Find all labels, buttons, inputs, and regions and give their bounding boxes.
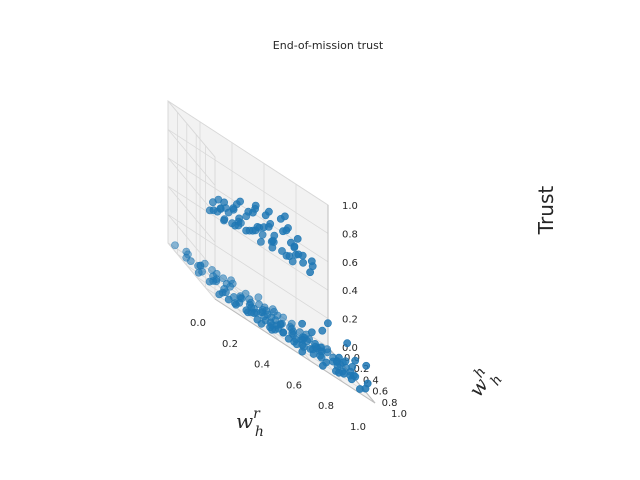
z-tick-label: 0.0	[342, 343, 358, 354]
z-tick-label: 0.8	[342, 229, 358, 240]
x-tick-label: 0.6	[286, 380, 302, 391]
scatter-point	[318, 326, 327, 335]
scatter-point	[348, 362, 357, 371]
x-axis-label-sub: h	[255, 424, 264, 440]
scatter-point	[220, 216, 228, 225]
scatter-point	[343, 339, 352, 348]
scatter-point	[253, 315, 262, 324]
scatter-point	[298, 340, 307, 349]
scatter-point	[286, 238, 295, 247]
scatter-point	[341, 357, 350, 366]
grid-line	[167, 185, 216, 243]
y-tick-label: 0.2	[353, 364, 369, 375]
z-tick-label: 0.6	[342, 258, 358, 269]
z-tick-label: 0.4	[342, 286, 358, 297]
scatter-point	[209, 206, 218, 215]
scatter-point	[224, 295, 233, 304]
scatter-point	[306, 268, 314, 277]
scatter-point	[291, 250, 300, 259]
scatter-point	[267, 237, 276, 246]
scatter-point	[248, 226, 257, 235]
scatter-point	[280, 212, 289, 221]
scatter-point	[311, 339, 319, 348]
scatter-point	[231, 299, 239, 308]
scatter-point	[323, 319, 332, 328]
scatter-point	[351, 356, 360, 365]
scatter-point	[266, 323, 274, 332]
scatter-point	[242, 226, 250, 235]
z-tick-label: 0.2	[342, 315, 358, 326]
scatter-point	[235, 214, 243, 223]
chart-title: End-of-mission trust	[273, 39, 384, 52]
grid-line	[167, 214, 329, 319]
x-tick-label: 0.4	[254, 360, 270, 371]
scatter-point	[288, 329, 297, 338]
scatter-point	[205, 277, 214, 286]
grid-line	[167, 100, 216, 158]
scatter-point	[298, 319, 306, 328]
grid-line	[167, 185, 329, 291]
scatter-point	[307, 328, 316, 337]
x-tick-label: 0.0	[190, 318, 206, 329]
y-tick-label: 0.8	[382, 398, 398, 409]
scatter-point	[171, 241, 179, 250]
scatter-point	[340, 369, 348, 378]
scatter-point	[216, 204, 225, 213]
scatter-point	[334, 353, 343, 362]
x-tick-label: 0.8	[318, 401, 334, 412]
grid-line	[167, 157, 216, 215]
x-axis-label: wr h	[236, 406, 264, 440]
scatter-point	[254, 293, 263, 302]
scatter-point	[347, 375, 356, 384]
x-axis-label-sup: r	[253, 406, 261, 422]
scatter-point	[248, 208, 257, 217]
grid-line	[167, 129, 329, 234]
scatter-point	[298, 347, 307, 356]
scatter-point	[318, 361, 327, 370]
scatter-point	[264, 222, 273, 231]
scatter-point	[316, 351, 324, 360]
y-tick-label: 1.0	[391, 409, 407, 420]
scatter-point	[298, 251, 307, 260]
scatter-point	[220, 198, 228, 207]
scatter-point	[299, 258, 307, 267]
x-tick-label: 0.2	[222, 339, 238, 350]
scatter-point	[229, 204, 238, 212]
scatter-point	[307, 257, 316, 266]
scatter-point	[282, 226, 291, 235]
scatter-point	[278, 247, 286, 255]
scatter-point	[293, 234, 302, 243]
scatter-point	[264, 207, 273, 216]
scatter-point	[256, 237, 265, 246]
y-tick-label: 0.4	[363, 375, 379, 386]
grid-line	[167, 242, 216, 300]
x-tick-label: 1.0	[350, 422, 366, 433]
z-axis-label: Trust	[534, 186, 558, 236]
y-tick-label: 0.6	[372, 387, 388, 398]
scatter-point	[194, 268, 203, 277]
scatter-point	[309, 350, 318, 358]
scatter-point	[258, 230, 267, 239]
scatter-point	[215, 290, 224, 299]
scatter-point	[242, 306, 251, 315]
x-axis-label-base: w	[236, 409, 253, 433]
scatter-point	[363, 379, 372, 388]
scatter-point	[231, 221, 239, 230]
z-tick-label: 1.0	[342, 201, 358, 212]
scatter-point	[279, 328, 287, 337]
scatter-point	[186, 257, 195, 265]
scatter-point	[251, 201, 260, 210]
scatter-point	[212, 277, 221, 286]
scatter-point	[290, 337, 299, 346]
scatter-point	[355, 385, 364, 393]
scatter-points	[171, 195, 372, 393]
scatter-point	[236, 197, 244, 206]
grid-line	[167, 129, 216, 186]
y-axis-label: whh	[461, 362, 506, 405]
scatter-point	[285, 252, 294, 261]
scatter-point	[362, 361, 371, 370]
x-axis-line	[214, 298, 376, 404]
grid-line	[167, 100, 329, 206]
